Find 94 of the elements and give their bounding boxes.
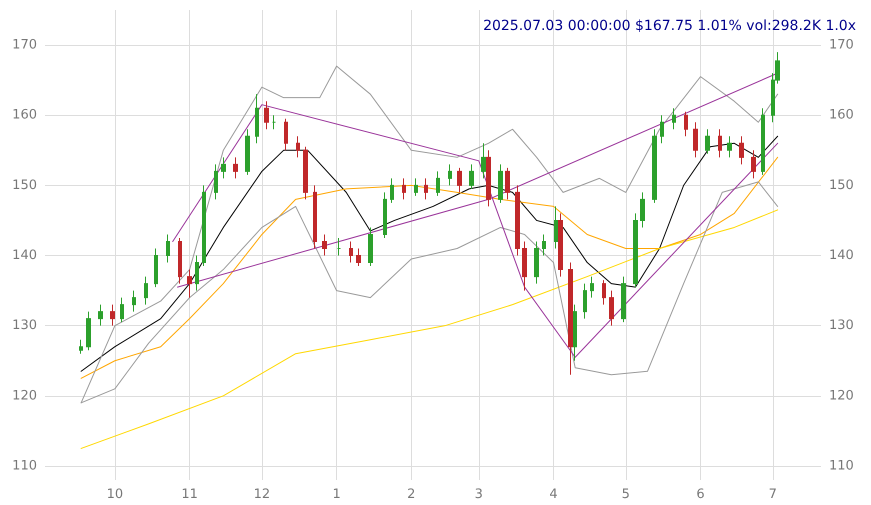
x-tick-label: 7	[768, 487, 777, 502]
candlestick	[583, 283, 587, 320]
candlestick	[436, 170, 440, 196]
y-tick-label: 170	[12, 38, 37, 53]
candlestick	[272, 114, 276, 130]
candlestick	[558, 212, 563, 278]
candlestick	[284, 118, 288, 151]
candlestick	[522, 240, 527, 292]
candlestick	[255, 94, 259, 144]
x-tick-label: 11	[181, 487, 198, 502]
x-tick-label: 5	[622, 487, 630, 502]
candlestick	[79, 339, 83, 354]
x-tick-label: 2	[407, 487, 416, 502]
line-series	[80, 209, 778, 449]
candlestick	[245, 128, 250, 176]
candlestick	[498, 164, 503, 204]
candlestick	[554, 206, 558, 250]
candlestick	[349, 240, 353, 264]
candlestick	[672, 108, 676, 130]
x-tick-label: 12	[254, 487, 270, 502]
x-tick-label: 1	[332, 487, 341, 502]
candlestick	[761, 108, 765, 176]
candlestick	[178, 237, 182, 284]
candlestick	[727, 136, 732, 158]
candlestick	[120, 297, 124, 323]
candlestick	[402, 178, 406, 200]
x-tick-label: 3	[474, 487, 483, 502]
y-tick-label: 130	[12, 318, 37, 334]
candlestick	[602, 280, 606, 306]
candlestick	[448, 164, 452, 186]
y2-tick-label: 150	[829, 178, 854, 193]
text: 2025.07.03 00:00:00 $167.75 1.01% vol:298.2K 1.0x	[483, 18, 856, 34]
candlestick	[303, 146, 308, 200]
y-tick-label: 140	[12, 248, 37, 264]
y-tick-label: 150	[12, 178, 37, 193]
candlestick	[390, 178, 394, 204]
candlestick	[264, 100, 269, 130]
candlestick	[534, 240, 539, 284]
candlestick	[98, 304, 103, 326]
candlestick	[705, 128, 710, 154]
candlestick	[609, 290, 614, 326]
x-tick-label: 4	[549, 487, 558, 502]
candlestick	[684, 111, 688, 137]
y2-tick-label: 140	[829, 248, 854, 264]
candlestick	[660, 114, 664, 144]
candlestick	[457, 167, 462, 193]
candlestick	[322, 234, 327, 256]
candlestick	[621, 276, 626, 323]
candlestick	[568, 262, 573, 376]
candlestick	[144, 276, 148, 306]
candlestick	[195, 255, 199, 292]
y-tick-label: 160	[12, 108, 37, 123]
y-tick-label: 120	[12, 388, 37, 404]
candlestick	[486, 150, 491, 207]
candlestick	[693, 122, 698, 158]
candlestick	[86, 311, 91, 351]
x-tick-label: 6	[696, 487, 705, 502]
candlestick	[640, 192, 645, 228]
candlestick	[590, 276, 594, 298]
candlestick	[221, 156, 226, 179]
y2-tick-label: 170	[829, 38, 854, 53]
candlestick	[424, 178, 428, 200]
x-tick-label: 10	[106, 487, 124, 502]
candlestick	[751, 150, 756, 179]
candlestick	[573, 304, 577, 362]
y2-tick-label: 160	[829, 108, 854, 123]
candlestick	[633, 212, 638, 288]
candlestick	[233, 156, 238, 179]
candlestick	[154, 248, 158, 288]
candlestick	[337, 237, 341, 256]
candlestick	[187, 269, 192, 298]
y2-tick-label: 120	[829, 388, 854, 404]
candlestick	[313, 184, 317, 250]
y2-tick-label: 130	[829, 318, 854, 334]
candlestick	[542, 234, 546, 256]
candlestick	[296, 136, 300, 158]
y-tick-label: 110	[12, 458, 37, 474]
candlestick	[515, 184, 520, 256]
candlestick	[110, 304, 115, 326]
candlestick	[718, 128, 722, 158]
candlestick	[368, 226, 373, 267]
candlestick	[202, 184, 206, 267]
y2-tick-label: 110	[829, 458, 854, 474]
candlestick	[481, 142, 486, 179]
candlestick	[505, 167, 510, 200]
candlestick	[383, 192, 387, 238]
candlestick	[652, 128, 657, 204]
candlestick	[414, 178, 418, 196]
candlestick	[132, 290, 136, 312]
candlestick	[214, 164, 218, 200]
candlestick	[739, 136, 744, 165]
candlestick	[469, 164, 474, 190]
candlestick	[166, 234, 170, 264]
candlestick	[356, 248, 361, 267]
